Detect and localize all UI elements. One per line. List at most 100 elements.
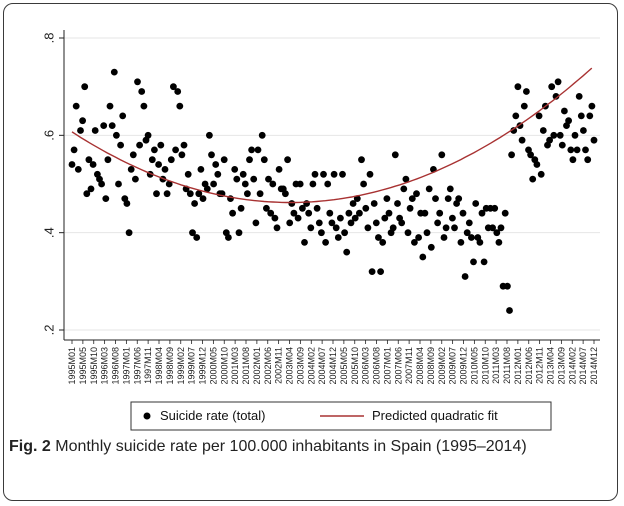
data-point: [144, 131, 152, 139]
data-point: [432, 195, 439, 203]
data-point: [442, 224, 450, 232]
data-point: [582, 146, 589, 154]
data-point: [379, 239, 387, 246]
x-tick-label: 1997M06: [132, 347, 142, 385]
x-tick-label: 2014M12: [589, 347, 599, 385]
x-tick-label: 1996M03: [100, 347, 110, 385]
data-point: [237, 204, 245, 212]
x-tick-label: 2006M03: [361, 347, 371, 385]
x-tick-label: 2004M07: [317, 347, 327, 385]
data-point: [127, 166, 135, 173]
data-point: [372, 219, 380, 227]
data-point: [377, 268, 384, 275]
data-point: [567, 146, 575, 154]
data-point: [186, 190, 194, 198]
data-point: [548, 83, 556, 91]
data-point: [89, 161, 97, 168]
data-point: [123, 200, 131, 207]
suicide-rate-chart: .2.4.6.8 1995M01 1995M05 1995M10 1996M03 199…: [41, 30, 602, 431]
data-point: [87, 185, 95, 193]
data-point: [148, 156, 156, 164]
data-point: [260, 156, 268, 164]
data-point: [153, 190, 160, 198]
x-tick-label: 2011M08: [502, 347, 512, 384]
data-point: [311, 170, 319, 178]
data-point: [68, 161, 76, 168]
data-point: [233, 175, 241, 183]
data-point: [155, 161, 163, 168]
data-point: [512, 112, 520, 120]
data-point: [343, 248, 351, 256]
data-point: [214, 170, 222, 178]
data-point: [413, 190, 420, 198]
data-point: [220, 156, 228, 164]
data-point: [463, 229, 471, 237]
data-point: [296, 180, 304, 188]
data-point: [189, 229, 196, 237]
x-tick-label: 1997M11: [143, 347, 153, 384]
data-point: [136, 141, 144, 149]
data-point: [176, 102, 184, 110]
data-point: [368, 268, 376, 275]
x-tick-label: 2001M03: [230, 347, 240, 385]
data-point: [444, 195, 452, 203]
y-tick-label: .8: [41, 33, 56, 44]
data-point: [588, 102, 596, 110]
data-point: [203, 185, 211, 193]
data-point: [493, 229, 501, 237]
data-point: [134, 78, 141, 86]
y-tick-label: .2: [41, 325, 56, 336]
data-point: [415, 234, 422, 241]
data-point: [322, 239, 329, 246]
data-point: [383, 195, 391, 203]
x-tick-label: 2000M10: [219, 347, 229, 385]
data-point: [288, 200, 296, 207]
x-tick-label: 2007M01: [382, 347, 392, 385]
x-tick-label: 2009M07: [448, 347, 458, 385]
data-point: [440, 234, 448, 241]
data-point: [138, 88, 146, 95]
data-point: [529, 175, 537, 183]
data-point: [265, 175, 272, 183]
data-point: [258, 131, 266, 139]
data-point: [252, 219, 260, 227]
data-point: [571, 131, 579, 139]
data-point: [434, 219, 441, 227]
data-point: [400, 185, 408, 193]
y-tick-label: .6: [41, 130, 56, 141]
data-point: [79, 117, 86, 125]
data-point: [161, 166, 169, 173]
data-point: [537, 170, 545, 178]
data-point: [353, 195, 361, 203]
data-point: [411, 239, 418, 246]
x-tick-label: 1999M07: [187, 347, 197, 385]
data-point: [113, 131, 120, 139]
data-point: [70, 146, 78, 154]
data-point: [523, 88, 530, 95]
data-point: [170, 83, 177, 91]
x-tick-label: 2013M04: [546, 347, 556, 385]
data-point: [239, 170, 247, 178]
data-point: [129, 151, 137, 159]
data-point: [151, 146, 158, 154]
data-point: [527, 151, 534, 159]
data-point: [408, 195, 416, 203]
data-point: [172, 146, 180, 154]
data-point: [74, 166, 82, 173]
data-point: [102, 195, 110, 203]
x-tick-label: 2003M04: [285, 347, 295, 385]
data-point: [290, 209, 298, 217]
data-point: [250, 175, 258, 183]
x-tick-label: 2013M09: [556, 347, 566, 385]
x-tick-label: 2010M05: [469, 347, 479, 385]
data-point: [165, 180, 173, 188]
scatter-points: [68, 68, 598, 314]
data-point: [328, 219, 336, 227]
data-point: [212, 161, 220, 168]
data-point: [106, 102, 114, 110]
legend-label-fit: Predicted quadratic fit: [372, 408, 498, 423]
data-point: [167, 156, 175, 164]
data-point: [349, 200, 357, 207]
data-point: [438, 151, 446, 159]
data-point: [381, 214, 389, 222]
